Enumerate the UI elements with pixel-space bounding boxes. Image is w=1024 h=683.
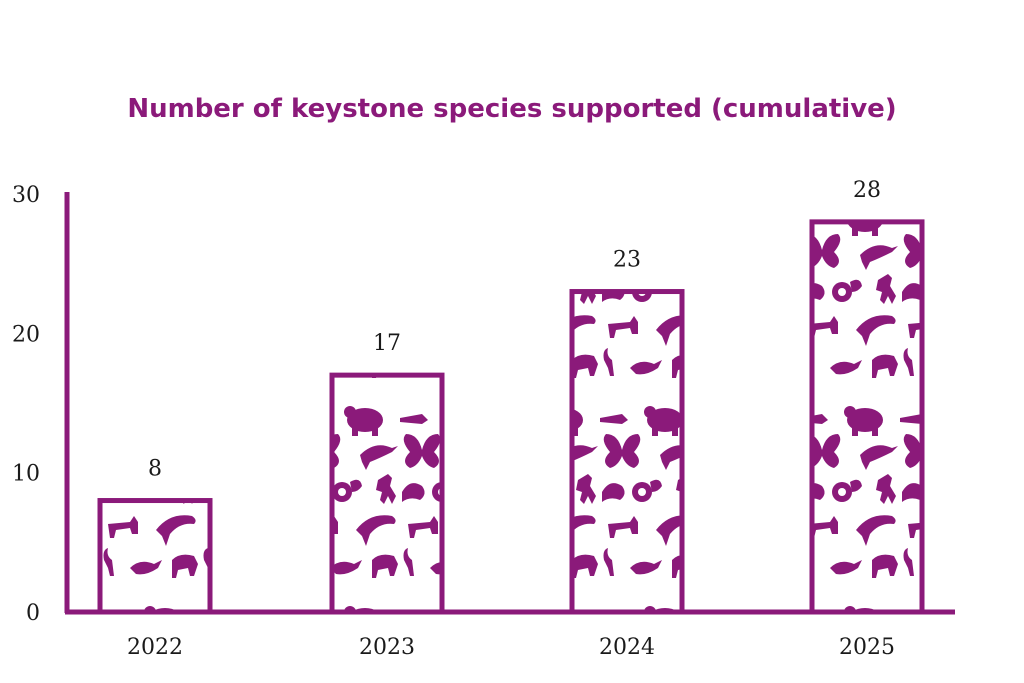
y-axis-ticks: 0 10 20 30 [12,183,40,626]
bar-2023 [329,372,445,615]
data-label-2023: 17 [373,331,401,356]
bars [97,219,925,615]
x-axis-ticks: 2022 2023 2024 2025 [127,635,895,660]
x-tick-label-2022: 2022 [127,635,183,660]
data-label-2024: 23 [613,248,641,273]
data-label-2025: 28 [853,178,881,203]
x-tick-label-2023: 2023 [359,635,415,660]
x-tick-label-2024: 2024 [599,635,655,660]
bar-2025 [809,219,925,615]
bar-2024 [569,289,685,615]
y-tick-label: 20 [12,322,40,347]
bar-2022 [97,498,213,615]
y-tick-label: 10 [12,462,40,487]
data-labels: 8 17 23 28 [148,178,881,482]
y-tick-label: 30 [12,183,40,208]
chart-title: Number of keystone species supported (cu… [127,94,896,124]
x-tick-label-2025: 2025 [839,635,895,660]
y-tick-label: 0 [26,601,40,626]
data-label-2022: 8 [148,457,162,482]
